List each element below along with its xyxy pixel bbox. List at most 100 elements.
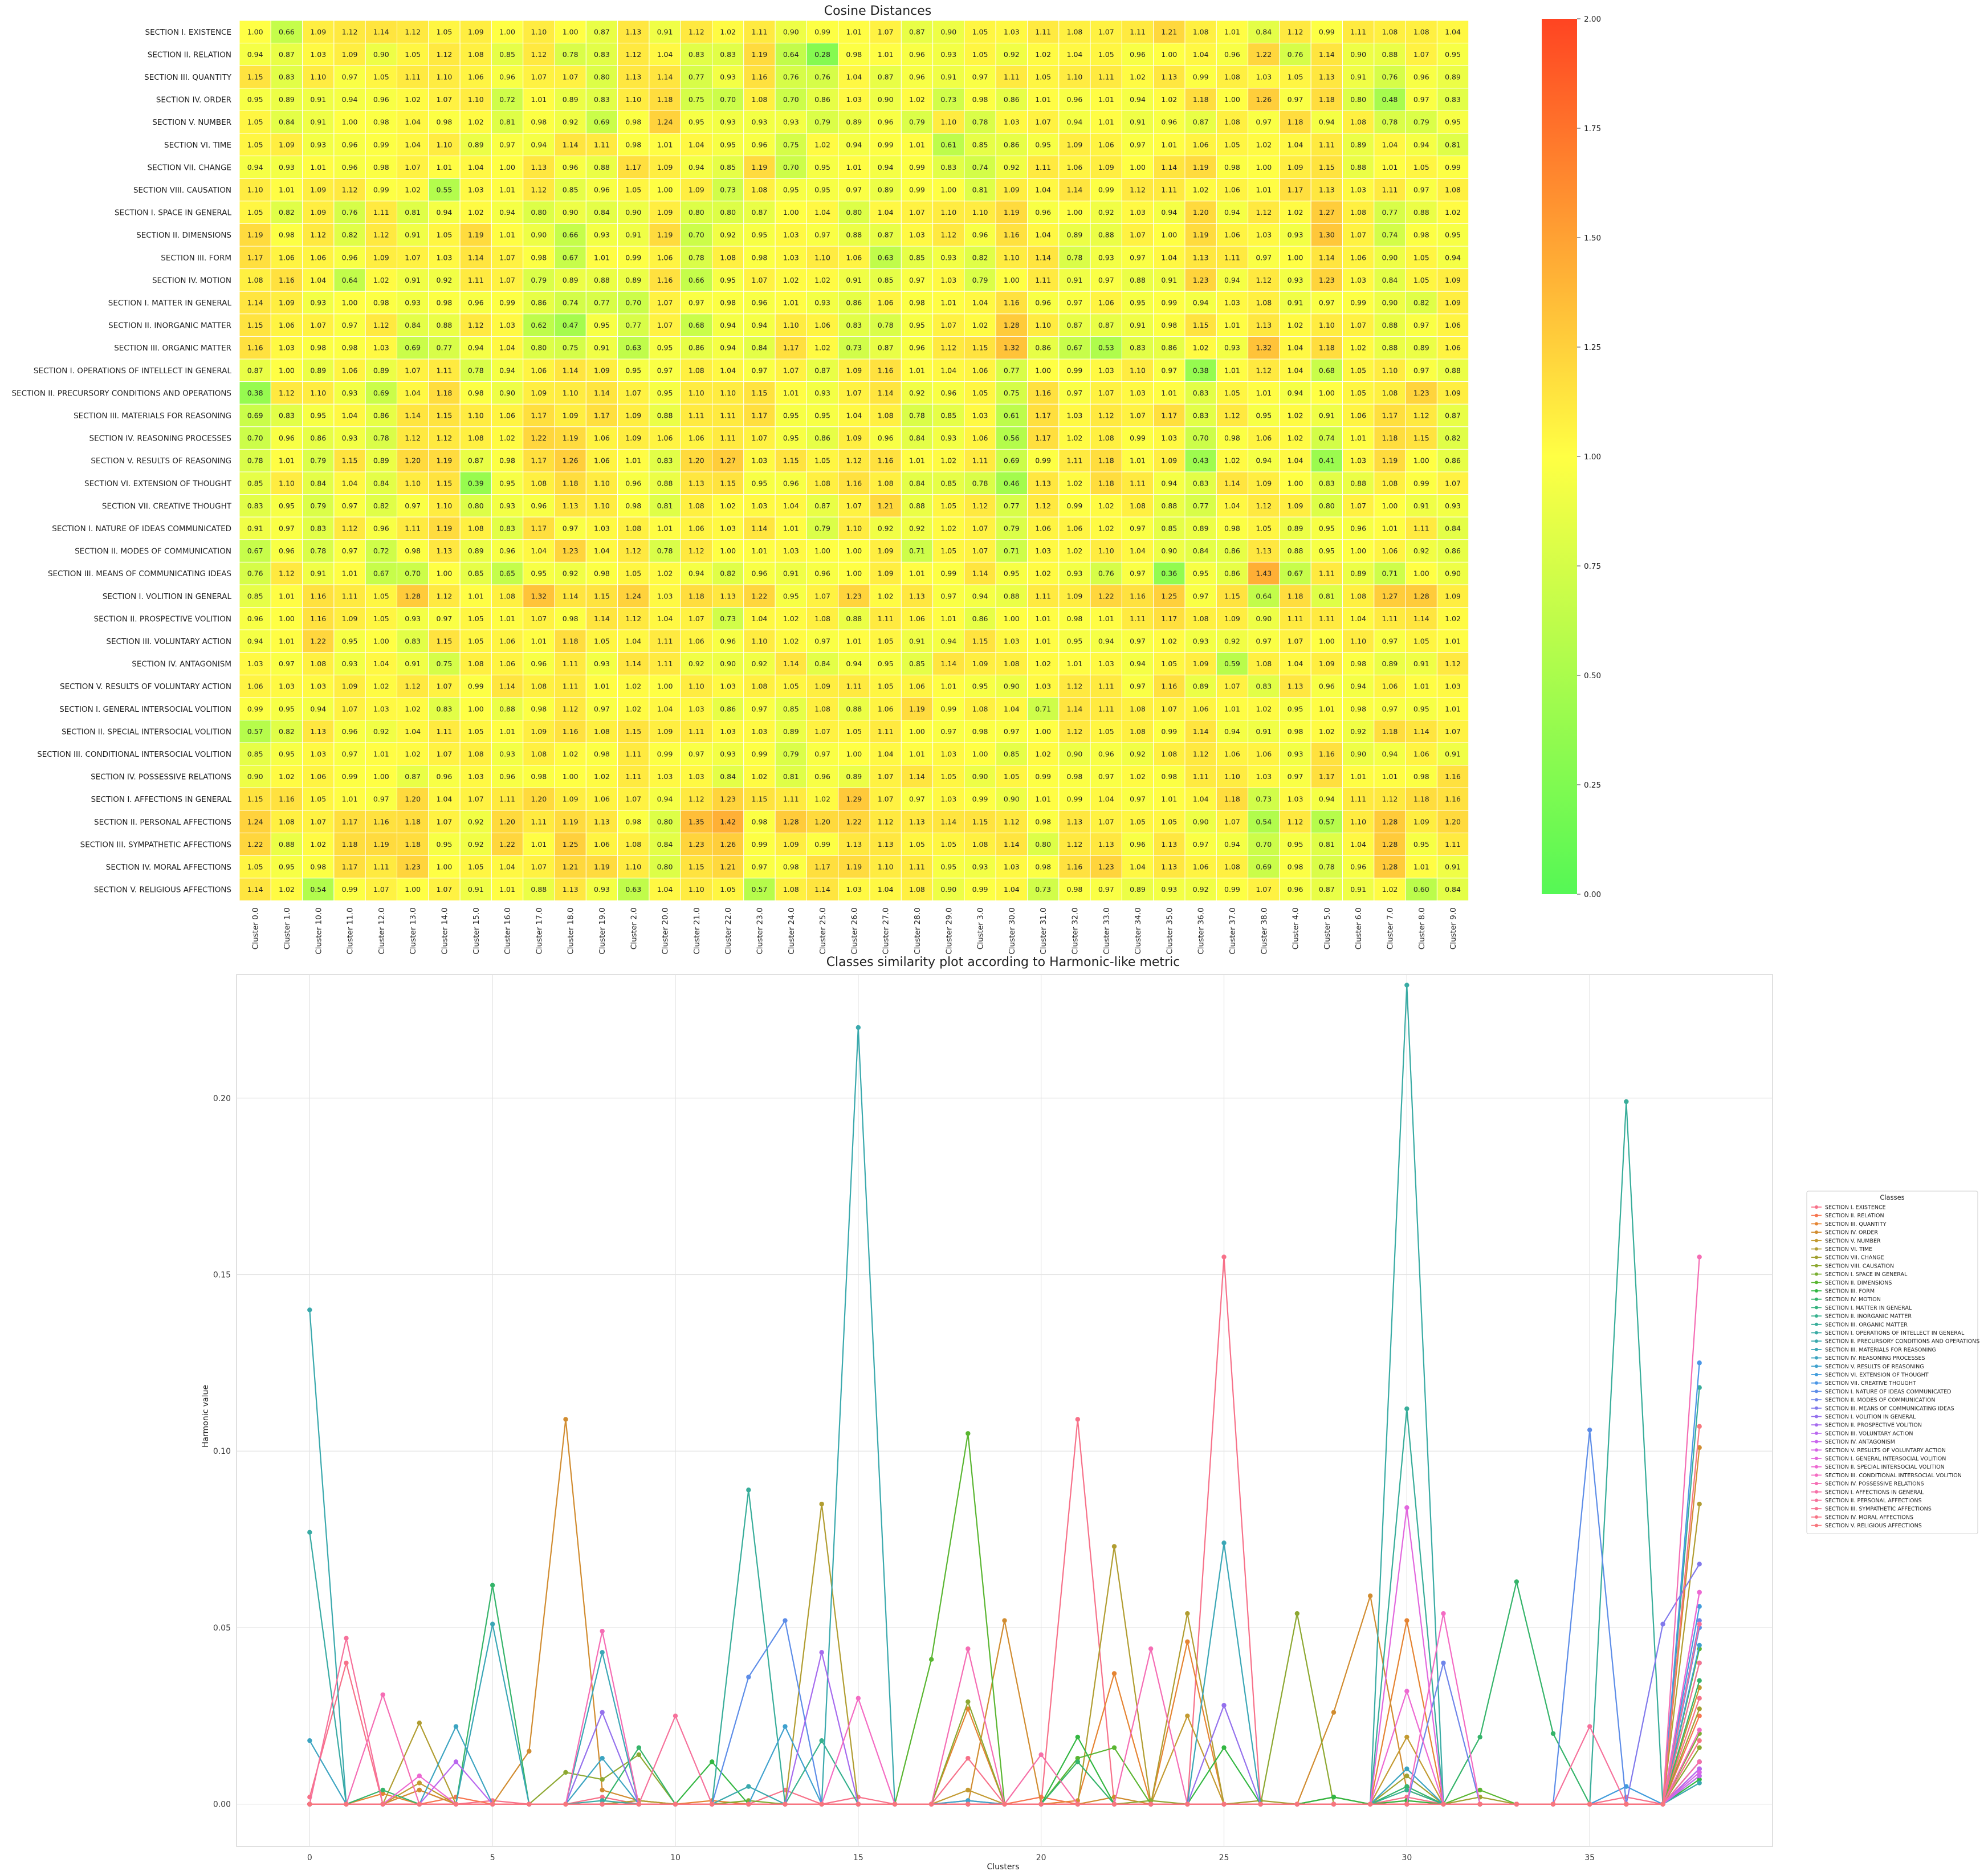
- series-point: [1587, 1801, 1592, 1807]
- heatmap-cell-label: 1.04: [1098, 795, 1114, 804]
- series-point: [928, 1801, 934, 1807]
- series-point: [709, 1801, 715, 1807]
- heatmap-cell-label: 0.89: [846, 118, 862, 127]
- series-point: [1075, 1801, 1081, 1807]
- series-point: [307, 1801, 312, 1807]
- series-point: [928, 1801, 934, 1807]
- heatmap-column-label: Cluster 5.0: [1323, 907, 1332, 949]
- heatmap-column-label: Cluster 19.0: [598, 907, 607, 954]
- heatmap-cell-label: 1.11: [1319, 614, 1335, 623]
- series-point: [380, 1801, 385, 1807]
- series-point: [600, 1801, 605, 1807]
- heatmap-cell-label: 0.94: [1130, 659, 1146, 668]
- series-point: [307, 1801, 312, 1807]
- series-point: [1002, 1801, 1007, 1807]
- legend-marker: [1815, 1431, 1818, 1435]
- series-point: [892, 1801, 898, 1807]
- series-point: [527, 1801, 532, 1807]
- legend-marker: [1815, 1256, 1818, 1259]
- series-point: [1367, 1801, 1373, 1807]
- heatmap-cell: [1027, 88, 1060, 111]
- series-point: [1038, 1801, 1044, 1807]
- heatmap-column-label: Cluster 11.0: [346, 907, 355, 954]
- series-point: [1221, 1801, 1227, 1807]
- series-point: [380, 1801, 385, 1807]
- heatmap-cell-label: 0.99: [468, 682, 484, 691]
- heatmap-row-label: SECTION V. RESULTS OF VOLUNTARY ACTION: [60, 682, 231, 691]
- series-point: [307, 1801, 312, 1807]
- heatmap-cell-label: 0.46: [1004, 479, 1020, 487]
- series-point: [966, 1755, 971, 1761]
- heatmap-cell-label: 1.27: [1319, 208, 1335, 217]
- heatmap-cell: [1058, 43, 1091, 66]
- series-point: [1587, 1801, 1592, 1807]
- heatmap-cell-label: 0.83: [594, 95, 610, 104]
- series-point: [636, 1801, 642, 1807]
- series-point: [417, 1801, 422, 1807]
- series-point: [1587, 1801, 1592, 1807]
- heatmap-cell-label: 1.06: [499, 411, 515, 420]
- series-point: [636, 1801, 642, 1807]
- series-point: [1550, 1801, 1556, 1807]
- heatmap-cell-label: 0.94: [940, 637, 956, 646]
- series-point: [1331, 1801, 1337, 1807]
- heatmap-cell-label: 1.07: [405, 163, 421, 172]
- heatmap-cell-label: 1.06: [1098, 299, 1114, 307]
- series-point: [490, 1798, 495, 1803]
- heatmap-cell-label: 1.15: [720, 479, 736, 487]
- heatmap-cell-label: 0.69: [1004, 456, 1020, 465]
- heatmap-cell-label: 0.84: [909, 434, 925, 442]
- heatmap-cell-label: 0.96: [1035, 208, 1051, 217]
- heatmap-cell-label: 1.28: [1382, 863, 1398, 871]
- series-point: [1111, 1801, 1117, 1807]
- heatmap-cell: [838, 65, 870, 89]
- heatmap-cell-label: 1.08: [689, 502, 704, 510]
- heatmap-cell: [1374, 43, 1406, 66]
- series-point: [856, 1801, 861, 1807]
- series-point: [1331, 1801, 1337, 1807]
- heatmap-cell-label: 1.02: [940, 456, 956, 465]
- series-point: [563, 1801, 568, 1807]
- series-point: [1258, 1798, 1263, 1803]
- heatmap-cell-label: 0.91: [1161, 276, 1177, 284]
- heatmap-cell-label: 0.94: [531, 140, 547, 149]
- heatmap-cell-label: 1.10: [1004, 253, 1020, 262]
- heatmap-cell-label: 1.04: [1224, 502, 1240, 510]
- heatmap-cell-label: 1.01: [783, 389, 799, 397]
- series-point: [673, 1801, 678, 1807]
- heatmap-cell: [932, 110, 965, 134]
- series-point: [1185, 1801, 1190, 1807]
- series-point: [856, 1801, 861, 1807]
- series-point: [1075, 1801, 1081, 1807]
- heatmap-cell-label: 1.05: [594, 637, 610, 646]
- heatmap-cell-label: 1.12: [1256, 366, 1272, 374]
- heatmap-cell-label: 1.14: [940, 817, 956, 826]
- series-point: [819, 1801, 824, 1807]
- heatmap-cell-label: 1.12: [531, 50, 547, 59]
- series-point: [1038, 1801, 1044, 1807]
- heatmap-cell-label: 1.10: [594, 479, 610, 487]
- colorbar-tick-label: 1.50: [1584, 234, 1601, 243]
- series-point: [1148, 1801, 1154, 1807]
- series-point: [1660, 1801, 1665, 1807]
- heatmap-cell: [428, 88, 461, 111]
- heatmap-cell-label: 0.63: [625, 885, 641, 894]
- series-point: [1331, 1795, 1337, 1800]
- series-point: [856, 1801, 861, 1807]
- series-point: [1367, 1801, 1373, 1807]
- series-point: [1550, 1801, 1556, 1807]
- series-point: [1258, 1801, 1263, 1807]
- series-point: [1221, 1801, 1227, 1807]
- heatmap-cell-label: 1.23: [720, 795, 736, 804]
- heatmap-cell-label: 1.18: [405, 840, 421, 849]
- series-point: [783, 1724, 788, 1729]
- series-point: [1367, 1801, 1373, 1807]
- heatmap-cell-label: 0.94: [1382, 750, 1398, 759]
- series-point: [636, 1801, 642, 1807]
- heatmap-cell-label: 0.96: [814, 569, 830, 578]
- series-point: [490, 1801, 495, 1807]
- heatmap-cell-label: 1.02: [1098, 502, 1114, 510]
- series-point: [1002, 1801, 1007, 1807]
- series-point: [380, 1801, 385, 1807]
- series-point: [673, 1801, 678, 1807]
